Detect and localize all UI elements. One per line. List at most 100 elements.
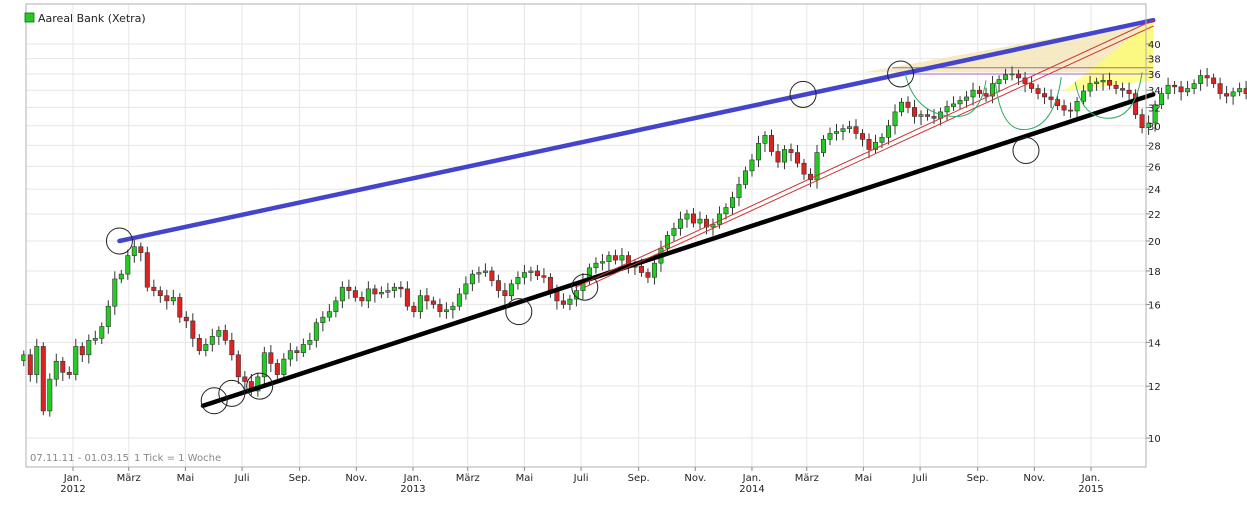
candle <box>196 338 202 351</box>
candle <box>886 125 892 138</box>
candle <box>385 290 391 293</box>
candle <box>684 213 690 220</box>
candle <box>1185 88 1191 93</box>
candle <box>131 246 137 256</box>
candle <box>918 114 924 117</box>
legend-swatch <box>24 12 35 23</box>
y-tick-label: 12 <box>1148 382 1161 393</box>
x-tick-label: März <box>795 473 819 484</box>
touch-circle <box>1012 136 1040 164</box>
candle <box>482 270 488 273</box>
candle <box>417 295 423 312</box>
candle <box>1029 83 1035 89</box>
candle <box>138 246 144 253</box>
candle <box>450 305 456 311</box>
candle <box>125 255 131 275</box>
candle <box>242 376 248 382</box>
candle <box>411 305 417 312</box>
touch-circle <box>571 273 599 301</box>
candle <box>847 126 853 129</box>
candle <box>1035 88 1041 94</box>
candle <box>53 360 59 380</box>
candle <box>40 346 46 412</box>
candle <box>443 309 449 312</box>
candle <box>320 316 326 324</box>
candle <box>983 93 989 97</box>
candle <box>521 272 527 278</box>
candle <box>21 354 27 361</box>
y-tick-label: 30 <box>1148 122 1161 133</box>
trend-lines <box>117 17 1156 409</box>
candle <box>99 326 105 339</box>
candle <box>515 277 521 285</box>
candle <box>495 280 501 291</box>
candle <box>404 288 410 307</box>
candle <box>612 255 618 261</box>
candle <box>1159 93 1165 106</box>
y-tick-label: 24 <box>1148 185 1161 196</box>
candle <box>723 207 729 215</box>
candle <box>853 126 859 134</box>
touch-circle <box>887 60 915 88</box>
candle <box>912 107 918 117</box>
candle <box>261 352 267 378</box>
candle <box>541 275 547 278</box>
candle <box>970 89 976 98</box>
candle <box>281 358 287 375</box>
candle <box>1217 83 1223 94</box>
candle <box>619 255 625 261</box>
candle <box>1113 84 1119 89</box>
candle <box>651 262 657 278</box>
candle <box>925 114 931 117</box>
x-tick-label: Juli <box>573 473 589 484</box>
x-tick-label: März <box>117 473 141 484</box>
candle <box>762 135 768 144</box>
x-tick-label: Juli <box>234 473 250 484</box>
candle <box>1152 104 1158 124</box>
candle <box>990 83 996 97</box>
candle <box>144 252 150 288</box>
candle <box>1191 83 1197 89</box>
candle <box>599 261 605 264</box>
x-tick-label: Nov. <box>345 473 367 484</box>
footer-interval: 1 Tick = 1 Woche <box>134 453 221 464</box>
touch-point-markers <box>105 60 1040 415</box>
candle <box>268 352 274 364</box>
candle <box>794 152 800 164</box>
candle <box>346 286 352 291</box>
candle <box>424 295 430 302</box>
candle <box>1061 105 1067 111</box>
candle <box>1100 80 1106 83</box>
candle <box>255 376 261 392</box>
x-tick-label: Jan. <box>403 473 423 484</box>
candle <box>638 265 644 273</box>
candle <box>463 283 469 295</box>
candle <box>775 151 781 163</box>
candle <box>229 340 235 356</box>
candle <box>716 213 722 225</box>
candle <box>1243 88 1247 94</box>
candle <box>833 131 839 134</box>
legend: Aareal Bank (Xetra) <box>24 12 146 25</box>
y-tick-label: 10 <box>1148 434 1161 445</box>
legend-label: Aareal Bank (Xetra) <box>38 12 146 25</box>
candle <box>1120 88 1126 91</box>
candle <box>157 290 163 296</box>
candle <box>645 272 651 278</box>
channel-line <box>574 19 1154 288</box>
y-tick-label: 20 <box>1148 237 1161 248</box>
candle <box>593 262 599 269</box>
plot-frame <box>25 3 1147 468</box>
candle <box>840 128 846 132</box>
y-axis-ticks: 10 12 14 16 18 20 22 24 26 28 30 32 34 36 38 40 <box>1146 40 1161 445</box>
candle <box>690 213 696 224</box>
footer-range: 07.11.11 - 01.03.15 <box>30 453 129 464</box>
candle <box>333 300 339 312</box>
candle <box>216 330 222 337</box>
candle <box>489 270 495 281</box>
candle <box>1081 90 1087 102</box>
touch-circle <box>218 379 246 407</box>
candle <box>879 137 885 143</box>
candle <box>339 286 345 302</box>
candle <box>931 116 937 119</box>
